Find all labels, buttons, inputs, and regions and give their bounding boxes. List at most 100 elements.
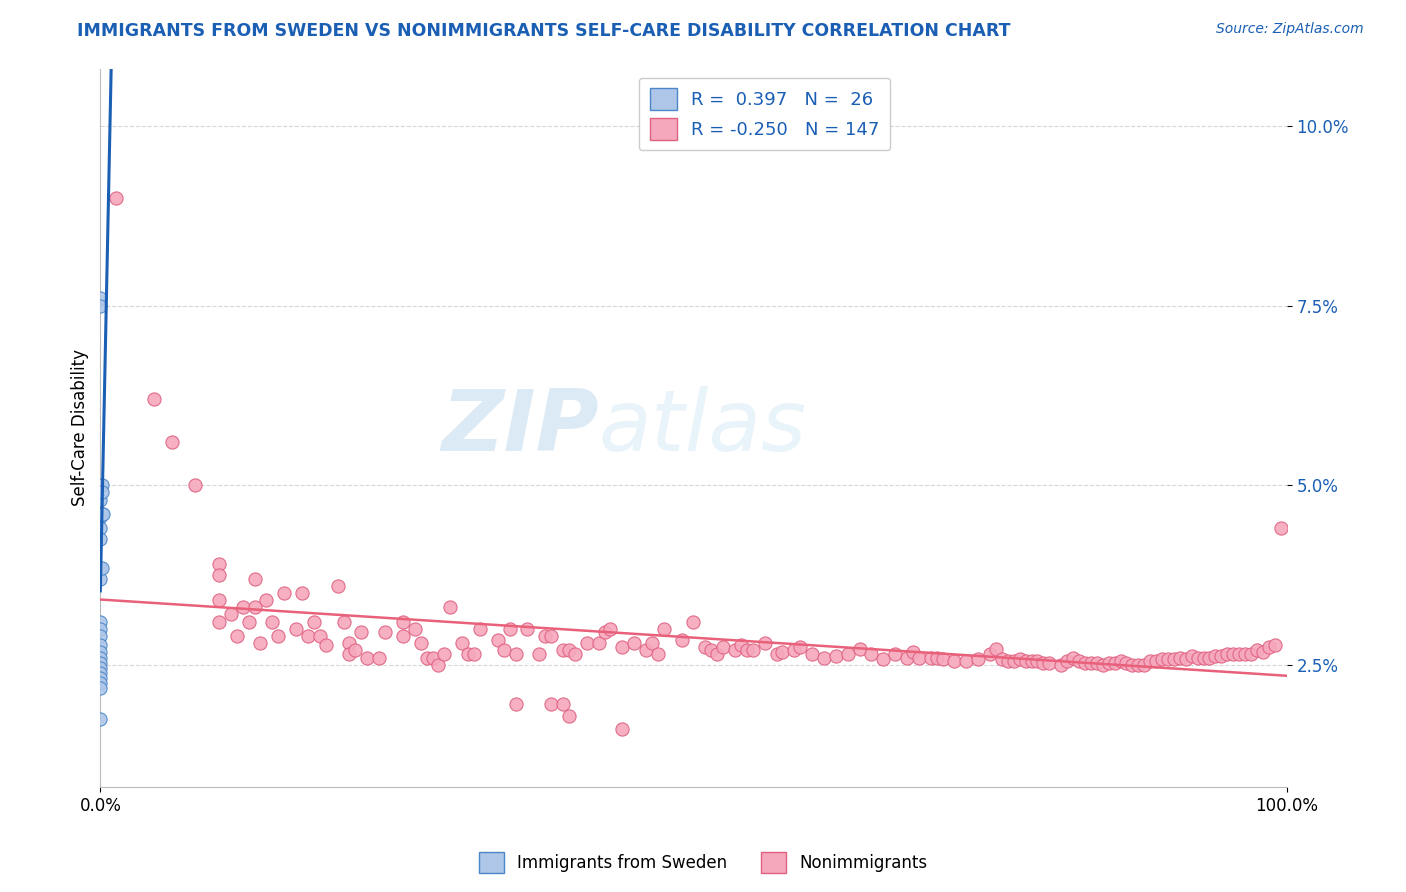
Point bbox=[1098, 657, 1121, 671]
Point bbox=[326, 579, 349, 593]
Point bbox=[1080, 657, 1102, 671]
Point bbox=[89, 629, 111, 643]
Point bbox=[332, 615, 354, 629]
Point bbox=[1198, 650, 1220, 665]
Point bbox=[575, 636, 598, 650]
Point bbox=[1227, 647, 1250, 661]
Point bbox=[1192, 650, 1215, 665]
Point bbox=[89, 292, 111, 306]
Point bbox=[315, 638, 337, 652]
Point bbox=[392, 615, 415, 629]
Point bbox=[427, 657, 450, 672]
Point bbox=[433, 647, 456, 661]
Point bbox=[160, 435, 183, 450]
Point bbox=[89, 681, 111, 695]
Point bbox=[415, 650, 437, 665]
Point bbox=[249, 636, 271, 650]
Legend: R =  0.397   N =  26, R = -0.250   N = 147: R = 0.397 N = 26, R = -0.250 N = 147 bbox=[638, 78, 890, 151]
Point bbox=[1050, 657, 1073, 672]
Point bbox=[1139, 654, 1161, 668]
Point bbox=[1038, 656, 1060, 670]
Point bbox=[1115, 657, 1137, 671]
Point bbox=[896, 650, 918, 665]
Point bbox=[529, 647, 551, 661]
Point bbox=[392, 629, 415, 643]
Point bbox=[540, 697, 562, 711]
Point bbox=[1021, 654, 1043, 668]
Point bbox=[208, 593, 231, 607]
Point bbox=[540, 629, 562, 643]
Point bbox=[486, 632, 509, 647]
Point bbox=[647, 647, 669, 661]
Point bbox=[302, 615, 325, 629]
Point bbox=[89, 299, 111, 313]
Point bbox=[89, 650, 111, 665]
Point bbox=[1085, 657, 1108, 671]
Point bbox=[89, 622, 111, 636]
Point bbox=[232, 600, 254, 615]
Point bbox=[1211, 649, 1233, 664]
Point bbox=[344, 643, 367, 657]
Point bbox=[641, 636, 664, 650]
Point bbox=[612, 640, 634, 654]
Point bbox=[706, 647, 728, 661]
Point bbox=[184, 478, 207, 492]
Point bbox=[1144, 654, 1167, 668]
Point bbox=[671, 632, 693, 647]
Point bbox=[848, 641, 870, 656]
Point bbox=[1204, 649, 1226, 664]
Point bbox=[498, 622, 520, 636]
Point bbox=[451, 636, 474, 650]
Point bbox=[1056, 654, 1078, 668]
Point bbox=[754, 636, 776, 650]
Point bbox=[368, 650, 391, 665]
Point bbox=[505, 647, 527, 661]
Point bbox=[89, 638, 111, 652]
Point bbox=[142, 392, 165, 406]
Point bbox=[297, 629, 319, 643]
Point bbox=[91, 507, 114, 521]
Point bbox=[238, 615, 260, 629]
Point bbox=[943, 654, 966, 668]
Point bbox=[588, 636, 610, 650]
Point bbox=[735, 643, 758, 657]
Point bbox=[652, 622, 675, 636]
Point bbox=[219, 607, 242, 622]
Point bbox=[225, 629, 247, 643]
Point bbox=[1163, 652, 1185, 666]
Text: IMMIGRANTS FROM SWEDEN VS NONIMMIGRANTS SELF-CARE DISABILITY CORRELATION CHART: IMMIGRANTS FROM SWEDEN VS NONIMMIGRANTS … bbox=[77, 22, 1011, 40]
Point bbox=[1026, 654, 1049, 668]
Point bbox=[356, 650, 378, 665]
Point bbox=[741, 643, 763, 657]
Point bbox=[984, 641, 1007, 656]
Point bbox=[884, 647, 907, 661]
Point bbox=[564, 647, 586, 661]
Point bbox=[1257, 640, 1279, 654]
Point bbox=[551, 643, 574, 657]
Text: ZIP: ZIP bbox=[441, 386, 599, 469]
Point bbox=[285, 622, 308, 636]
Point bbox=[89, 560, 111, 574]
Point bbox=[1240, 647, 1263, 661]
Point bbox=[1121, 657, 1143, 672]
Point bbox=[505, 697, 527, 711]
Point bbox=[254, 593, 277, 607]
Point bbox=[339, 647, 361, 661]
Point bbox=[89, 572, 111, 586]
Point bbox=[291, 586, 314, 600]
Legend: Immigrants from Sweden, Nonimmigrants: Immigrants from Sweden, Nonimmigrants bbox=[472, 846, 934, 880]
Point bbox=[208, 615, 231, 629]
Point bbox=[593, 625, 616, 640]
Point bbox=[772, 645, 794, 659]
Point bbox=[700, 643, 723, 657]
Point bbox=[1157, 652, 1180, 666]
Point bbox=[89, 661, 111, 675]
Point bbox=[1062, 650, 1084, 665]
Point bbox=[634, 643, 657, 657]
Point bbox=[1150, 652, 1173, 666]
Point bbox=[208, 568, 231, 582]
Point bbox=[350, 625, 373, 640]
Point bbox=[243, 572, 266, 586]
Point bbox=[801, 647, 824, 661]
Point bbox=[89, 645, 111, 659]
